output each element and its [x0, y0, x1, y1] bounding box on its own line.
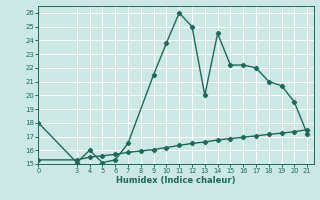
X-axis label: Humidex (Indice chaleur): Humidex (Indice chaleur) [116, 176, 236, 185]
